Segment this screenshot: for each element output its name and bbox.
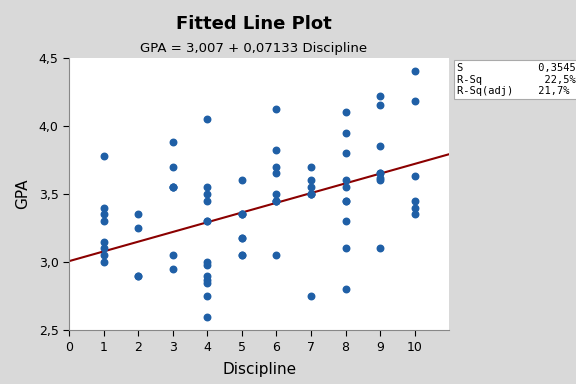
- Point: [272, 191, 281, 197]
- Point: [203, 273, 212, 279]
- Point: [272, 198, 281, 204]
- Point: [272, 252, 281, 258]
- Point: [410, 198, 419, 204]
- Y-axis label: GPA: GPA: [16, 179, 31, 209]
- Point: [203, 191, 212, 197]
- Point: [168, 184, 177, 190]
- Point: [272, 198, 281, 204]
- Point: [410, 98, 419, 104]
- Point: [134, 273, 143, 279]
- Point: [168, 252, 177, 258]
- Point: [134, 225, 143, 231]
- Point: [168, 266, 177, 272]
- Point: [376, 143, 385, 149]
- Point: [203, 116, 212, 122]
- Point: [99, 153, 108, 159]
- Point: [203, 277, 212, 283]
- Point: [134, 211, 143, 217]
- Point: [203, 259, 212, 265]
- Point: [341, 286, 350, 293]
- Point: [203, 184, 212, 190]
- Point: [272, 164, 281, 170]
- Point: [341, 184, 350, 190]
- Point: [376, 170, 385, 177]
- Point: [306, 191, 316, 197]
- Point: [168, 139, 177, 145]
- Point: [341, 129, 350, 136]
- X-axis label: Discipline: Discipline: [222, 362, 296, 377]
- Point: [341, 218, 350, 224]
- Point: [99, 211, 108, 217]
- Point: [410, 173, 419, 179]
- Point: [99, 245, 108, 252]
- Point: [341, 109, 350, 115]
- Point: [341, 198, 350, 204]
- Point: [99, 252, 108, 258]
- Point: [341, 177, 350, 183]
- Point: [410, 211, 419, 217]
- Point: [376, 245, 385, 252]
- Point: [306, 177, 316, 183]
- Point: [237, 211, 247, 217]
- Text: S            0,354542
R-Sq          22,5%
R-Sq(adj)    21,7%: S 0,354542 R-Sq 22,5% R-Sq(adj) 21,7%: [457, 63, 576, 96]
- Point: [237, 211, 247, 217]
- Point: [168, 184, 177, 190]
- Point: [237, 211, 247, 217]
- Point: [376, 177, 385, 183]
- Point: [306, 184, 316, 190]
- Point: [99, 218, 108, 224]
- Point: [237, 235, 247, 241]
- Point: [99, 205, 108, 211]
- Point: [410, 68, 419, 74]
- Point: [237, 252, 247, 258]
- Point: [376, 93, 385, 99]
- Point: [237, 235, 247, 241]
- Point: [341, 198, 350, 204]
- Point: [99, 238, 108, 245]
- Point: [306, 164, 316, 170]
- Point: [203, 218, 212, 224]
- Point: [376, 174, 385, 180]
- Point: [203, 218, 212, 224]
- Point: [168, 184, 177, 190]
- Text: GPA = 3,007 + 0,07133 Discipline: GPA = 3,007 + 0,07133 Discipline: [140, 42, 367, 55]
- Point: [203, 198, 212, 204]
- Point: [203, 313, 212, 319]
- Point: [341, 150, 350, 156]
- Point: [306, 191, 316, 197]
- Point: [134, 273, 143, 279]
- Text: Fitted Line Plot: Fitted Line Plot: [176, 15, 331, 33]
- Point: [376, 102, 385, 108]
- Point: [168, 164, 177, 170]
- Point: [237, 177, 247, 183]
- Point: [306, 293, 316, 299]
- Point: [341, 245, 350, 252]
- Point: [99, 259, 108, 265]
- Point: [272, 170, 281, 177]
- Point: [203, 280, 212, 286]
- Point: [203, 293, 212, 299]
- Point: [203, 262, 212, 268]
- Point: [376, 170, 385, 177]
- Point: [237, 252, 247, 258]
- Point: [306, 191, 316, 197]
- Point: [272, 198, 281, 204]
- Point: [410, 205, 419, 211]
- Point: [272, 147, 281, 153]
- Point: [272, 106, 281, 113]
